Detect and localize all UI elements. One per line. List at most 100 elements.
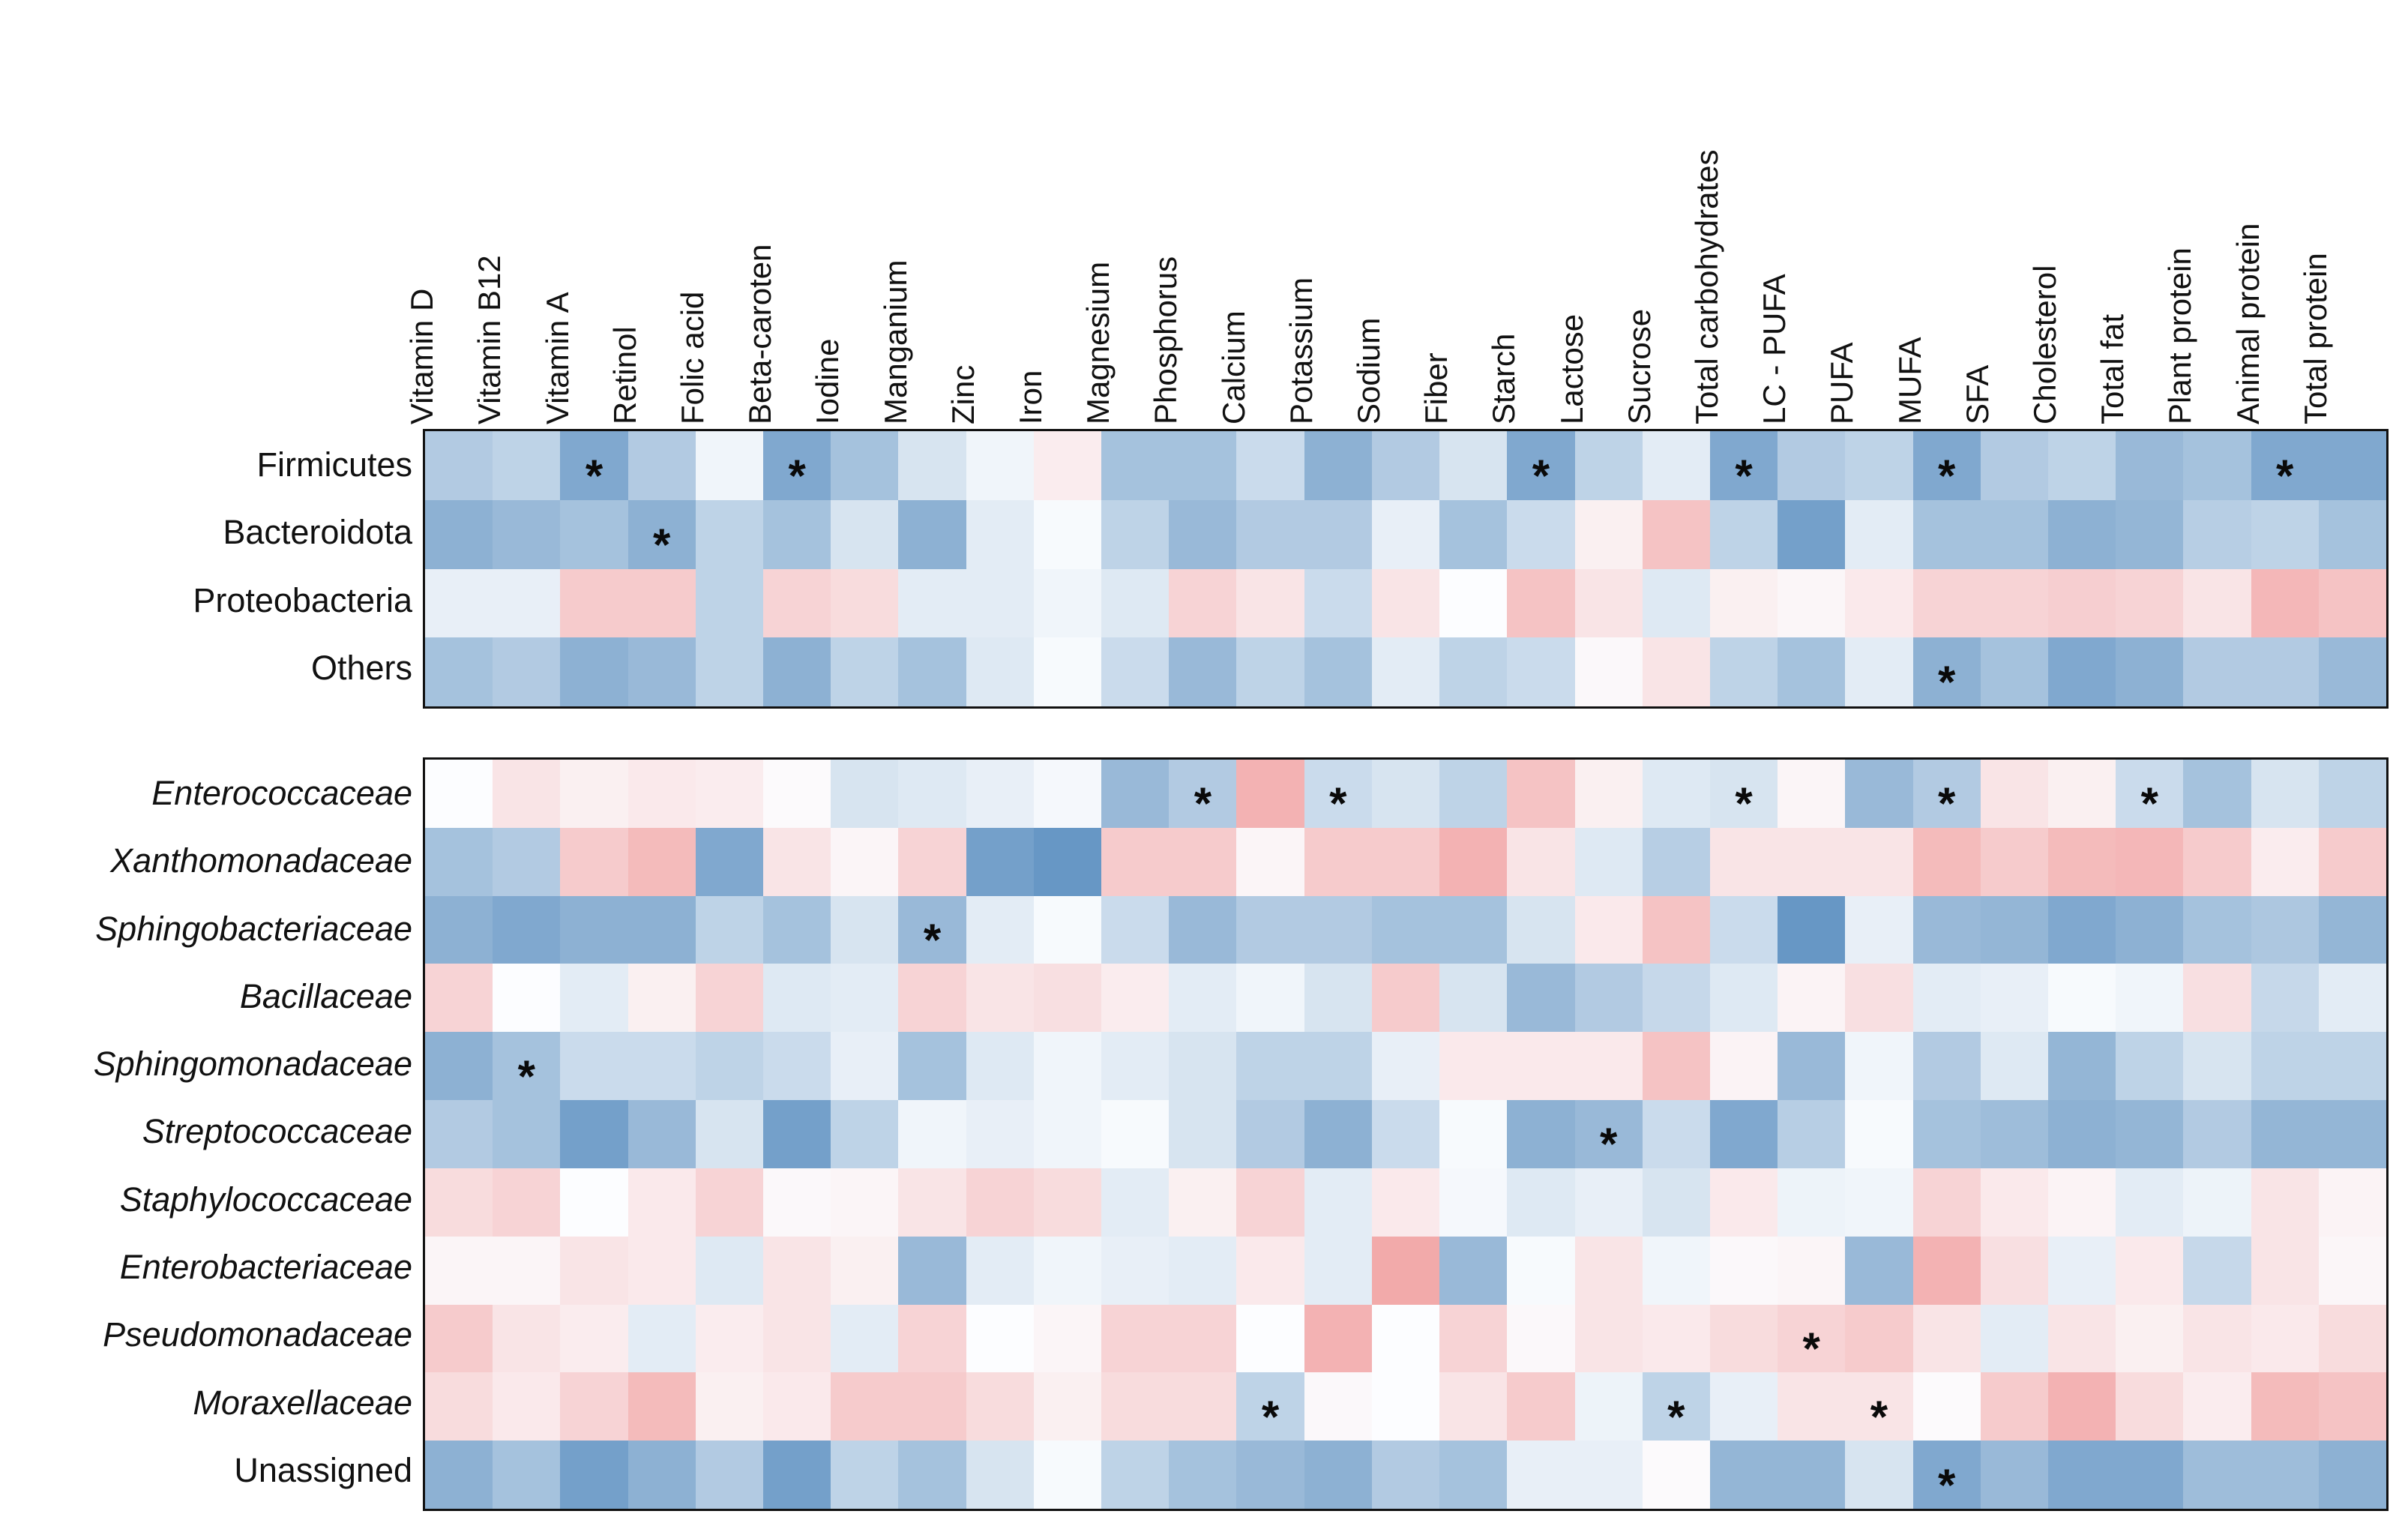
heatmap-cell: [1101, 568, 1170, 638]
heatmap-cell: [1980, 964, 2048, 1033]
heatmap-cell: [695, 637, 764, 706]
heatmap-cell: [493, 1304, 561, 1373]
column-label: MUFA: [1891, 337, 1927, 424]
heatmap-cell: [1507, 1372, 1575, 1441]
heatmap-cell: *: [898, 895, 966, 964]
row-label: Sphingobacteriaceae: [95, 909, 412, 948]
heatmap-cell: [2183, 827, 2251, 896]
heatmap-cell: [2251, 1100, 2319, 1168]
heatmap-cell: [1912, 1372, 1981, 1441]
families-heatmap: * * * * * * * * * * * * *: [423, 757, 2389, 1511]
row-label: Unassigned: [234, 1450, 412, 1489]
heatmap-cell: [695, 895, 764, 964]
heatmap-cell: [1980, 827, 2048, 896]
heatmap-cell: [1033, 895, 1102, 964]
heatmap-cell: [1033, 1236, 1102, 1305]
significance-marker: *: [2276, 450, 2294, 501]
significance-marker: *: [1937, 1459, 1956, 1510]
heatmap-cell: [1236, 895, 1304, 964]
heatmap-cell: [2047, 760, 2116, 828]
heatmap-cell: [2318, 760, 2386, 828]
heatmap-cell: [1236, 964, 1304, 1033]
heatmap-cell: [2251, 1441, 2319, 1509]
heatmap-cell: [2047, 431, 2116, 500]
heatmap-cell: [425, 1032, 493, 1101]
heatmap-cell: [966, 499, 1034, 569]
heatmap-cell: [1439, 499, 1508, 569]
heatmap-cell: [1845, 1100, 1913, 1168]
row-label: Sphingomonadaceae: [93, 1045, 412, 1084]
heatmap-cell: [1033, 964, 1102, 1033]
heatmap-cell: [763, 1441, 831, 1509]
heatmap-cell: [1642, 1236, 1710, 1305]
heatmap-cell: [1304, 1372, 1372, 1441]
heatmap-cell: [493, 760, 561, 828]
heatmap-cell: [2047, 499, 2116, 569]
heatmap-cell: [425, 568, 493, 638]
heatmap-cell: [2183, 568, 2251, 638]
heatmap-cell: [1845, 827, 1913, 896]
heatmap-cell: [1439, 1236, 1508, 1305]
heatmap-cell: [1912, 895, 1981, 964]
heatmap-cell: [493, 1168, 561, 1237]
heatmap-cell: [695, 760, 764, 828]
heatmap-cell: [1642, 760, 1710, 828]
column-label: Total carbohydrates: [1689, 149, 1725, 424]
heatmap-cell: [2183, 431, 2251, 500]
heatmap-cell: [1574, 499, 1643, 569]
heatmap-cell: [1169, 827, 1237, 896]
heatmap-cell: [627, 431, 696, 500]
heatmap-cell: [2251, 964, 2319, 1033]
heatmap-cell: [493, 1100, 561, 1168]
heatmap-cell: [695, 1236, 764, 1305]
column-label: Vitamin A: [539, 292, 575, 424]
heatmap-cell: [1912, 1168, 1981, 1237]
heatmap-cell: [1304, 568, 1372, 638]
heatmap-cell: [1033, 1100, 1102, 1168]
heatmap-cell: [2116, 1372, 2184, 1441]
heatmap-cell: [1439, 1304, 1508, 1373]
heatmap-cell: [1845, 895, 1913, 964]
heatmap-cell: [831, 1168, 899, 1237]
heatmap-cell: [1101, 760, 1170, 828]
heatmap-cell: [1371, 895, 1440, 964]
heatmap-cell: [2251, 1304, 2319, 1373]
heatmap-cell: [898, 1304, 966, 1373]
heatmap-cell: [2318, 1372, 2386, 1441]
heatmap-cell: [2183, 760, 2251, 828]
heatmap-cell: [1845, 499, 1913, 569]
heatmap-cell: [1439, 760, 1508, 828]
heatmap-cell: [1033, 827, 1102, 896]
column-label: Lactose: [1553, 313, 1589, 424]
heatmap-cell: [493, 1441, 561, 1509]
heatmap-cell: [1980, 431, 2048, 500]
heatmap-cell: [1371, 1100, 1440, 1168]
phyla-heatmap: * * * * * * * *: [423, 429, 2389, 709]
heatmap-cell: [2047, 1236, 2116, 1305]
heatmap-cell: [1507, 568, 1575, 638]
heatmap-cell: [695, 827, 764, 896]
heatmap-cell: [831, 1372, 899, 1441]
heatmap-cell: [1169, 1100, 1237, 1168]
significance-marker: *: [2140, 778, 2158, 829]
heatmap-cell: [2318, 568, 2386, 638]
heatmap-cell: [1912, 568, 1981, 638]
heatmap-cell: [831, 637, 899, 706]
heatmap-cell: [2116, 1304, 2184, 1373]
heatmap-cell: [560, 1441, 628, 1509]
column-label: Cholesterol: [2027, 265, 2063, 424]
heatmap-cell: [1304, 895, 1372, 964]
significance-marker: *: [1599, 1119, 1618, 1170]
column-label: Potassium: [1283, 277, 1319, 424]
heatmap-cell: [1507, 1236, 1575, 1305]
heatmap-cell: [560, 1372, 628, 1441]
heatmap-cell: [1101, 431, 1170, 500]
heatmap-cell: [1101, 499, 1170, 569]
column-label: Iodine: [810, 338, 846, 424]
heatmap-cell: [2183, 1236, 2251, 1305]
heatmap-cell: [1778, 431, 1846, 500]
heatmap-cell: [695, 1304, 764, 1373]
heatmap-cell: [1033, 1032, 1102, 1101]
heatmap-cell: [1709, 827, 1778, 896]
heatmap-cell: [1642, 431, 1710, 500]
